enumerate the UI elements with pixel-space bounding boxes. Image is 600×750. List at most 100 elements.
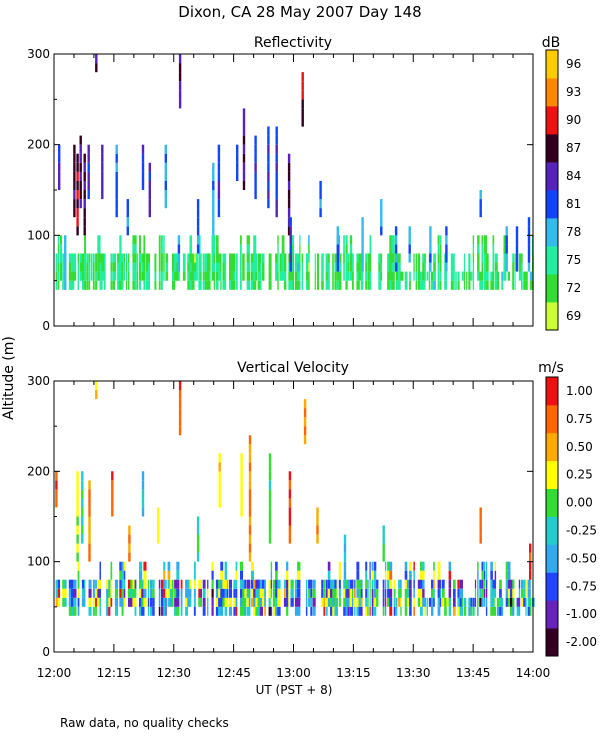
background-echo-cell xyxy=(507,588,511,598)
background-echo-cell xyxy=(424,262,426,272)
background-echo-cell xyxy=(62,280,65,290)
background-echo-cell xyxy=(424,271,426,281)
echo-column-cell xyxy=(382,534,385,544)
background-echo-cell xyxy=(134,235,137,245)
echo-column-cell xyxy=(141,480,145,490)
background-echo-cell xyxy=(81,579,85,589)
echo-column-cell xyxy=(196,534,200,544)
background-echo-cell xyxy=(185,579,188,589)
background-echo-cell xyxy=(211,262,215,272)
echo-column-cell xyxy=(336,235,339,245)
background-echo-cell xyxy=(215,262,219,272)
echo-column-cell xyxy=(287,153,291,163)
background-echo-cell xyxy=(525,588,527,598)
background-echo-cell xyxy=(334,579,338,589)
echo-column-cell xyxy=(515,253,519,263)
echo-column-cell xyxy=(267,153,270,163)
background-echo-cell xyxy=(439,579,442,589)
background-echo-cell xyxy=(343,244,345,254)
background-echo-cell xyxy=(420,561,423,571)
background-echo-cell xyxy=(224,561,227,571)
background-echo-cell xyxy=(264,597,266,607)
echo-column-cell xyxy=(382,552,385,562)
background-echo-cell xyxy=(474,579,477,589)
background-echo-cell xyxy=(391,271,395,281)
background-echo-cell xyxy=(393,606,396,616)
background-echo-cell xyxy=(417,253,421,263)
background-echo-cell xyxy=(233,579,236,589)
background-echo-cell xyxy=(248,588,251,598)
background-echo-cell xyxy=(62,579,65,589)
background-echo-cell xyxy=(426,597,428,607)
background-echo-cell xyxy=(398,253,401,263)
echo-column-cell xyxy=(212,171,215,181)
background-echo-cell xyxy=(457,271,460,281)
background-echo-cell xyxy=(189,588,192,598)
background-echo-cell xyxy=(316,253,319,263)
background-echo-cell xyxy=(431,588,434,598)
echo-column-cell xyxy=(479,199,482,209)
background-echo-cell xyxy=(182,253,186,263)
background-echo-cell xyxy=(312,579,316,589)
background-echo-cell xyxy=(259,597,263,607)
background-echo-cell xyxy=(292,244,295,254)
background-echo-cell xyxy=(334,606,338,616)
background-echo-cell xyxy=(134,588,137,598)
colorbar-frame xyxy=(545,376,559,657)
background-echo-cell xyxy=(207,597,209,607)
echo-column-cell xyxy=(115,144,118,154)
background-echo-cell xyxy=(119,271,122,281)
background-echo-cell xyxy=(490,570,493,580)
background-echo-cell xyxy=(248,253,251,263)
background-echo-cell xyxy=(281,244,285,254)
background-echo-cell xyxy=(360,579,363,589)
echo-column-cell xyxy=(212,190,215,200)
background-echo-cell xyxy=(207,253,210,263)
background-echo-cell xyxy=(463,606,467,616)
echo-column-cell xyxy=(178,63,182,73)
background-echo-cell xyxy=(470,597,473,607)
background-echo-cell xyxy=(389,579,393,589)
echo-column-cell xyxy=(287,190,291,200)
background-echo-cell xyxy=(248,606,251,616)
echo-column-cell xyxy=(301,72,304,82)
background-echo-cell xyxy=(242,588,246,598)
background-echo-cell xyxy=(468,280,471,290)
background-echo-cell xyxy=(288,271,292,281)
echo-column-cell xyxy=(76,534,79,544)
background-echo-cell xyxy=(481,561,484,571)
background-echo-cell xyxy=(415,262,418,272)
background-echo-cell xyxy=(139,262,141,272)
background-echo-cell xyxy=(161,235,163,245)
echo-column-cell xyxy=(76,162,79,172)
background-echo-cell xyxy=(191,262,195,272)
background-echo-cell xyxy=(343,579,347,589)
background-echo-cell xyxy=(125,262,128,272)
background-echo-cell xyxy=(141,606,145,616)
background-echo-cell xyxy=(356,570,360,580)
background-echo-cell xyxy=(310,579,313,589)
background-echo-cell xyxy=(174,262,178,272)
echo-column-cell xyxy=(240,489,243,499)
background-echo-cell xyxy=(147,280,150,290)
colorbar-label: 0.50 xyxy=(566,440,593,454)
background-echo-cell xyxy=(431,280,434,290)
background-echo-cell xyxy=(119,253,122,263)
background-echo-cell xyxy=(404,561,408,571)
colorbar-label: -0.25 xyxy=(566,523,597,537)
background-echo-cell xyxy=(119,570,123,580)
background-echo-cell xyxy=(178,271,180,281)
echo-column-cell xyxy=(303,417,307,427)
background-echo-cell xyxy=(275,606,278,616)
background-echo-cell xyxy=(527,606,531,616)
background-echo-cell xyxy=(294,579,298,589)
background-echo-cell xyxy=(224,588,227,598)
colorbar-label: 90 xyxy=(566,113,581,127)
background-echo-cell xyxy=(130,597,134,607)
background-echo-cell xyxy=(262,271,265,281)
background-echo-cell xyxy=(224,606,227,616)
background-echo-cell xyxy=(527,579,531,589)
background-echo-cell xyxy=(106,606,109,616)
echo-column-cell xyxy=(81,507,84,517)
x-tick-label: 13:15 xyxy=(336,666,371,680)
